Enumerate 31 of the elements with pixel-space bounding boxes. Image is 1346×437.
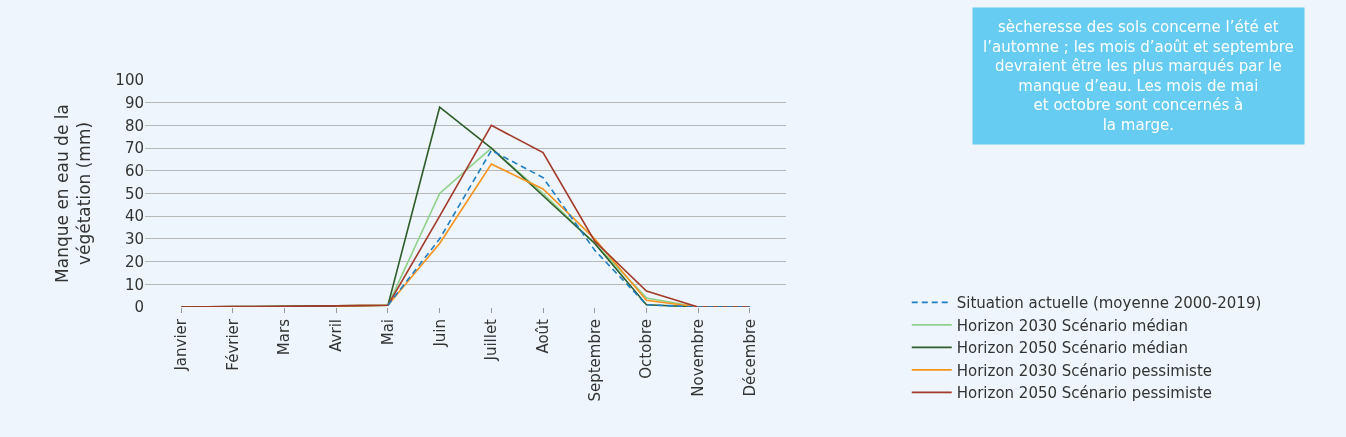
y-tick-label: 70: [124, 139, 144, 158]
y-tick-label: 80: [124, 116, 144, 135]
y-tick-label: 60: [124, 162, 144, 181]
x-tick-label: Mars: [275, 318, 294, 356]
legend-label: Situation actuelle (moyenne 2000-2019): [956, 294, 1262, 313]
x-tick-label: Octobre: [637, 319, 656, 379]
y-tick-label: 100: [115, 71, 144, 90]
x-tick-label: Février: [223, 318, 242, 371]
x-tick-label: Janvier: [172, 318, 191, 372]
x-tick-label: Novembre: [688, 319, 707, 397]
y-tick-label: 0: [134, 298, 144, 317]
x-tick-label: Août: [533, 318, 552, 354]
legend-label: Horizon 2050 Scénario médian: [956, 339, 1189, 358]
line-series: [387, 149, 751, 307]
x-tick-label: Mai: [378, 319, 397, 346]
y-tick-label: 20: [124, 252, 144, 271]
legend-label: Horizon 2030 Scénario pessimiste: [956, 361, 1213, 380]
text: sècheresse des sols concerne l’été et l’automne ; les mois d’août et septembre devraient être les plus marqués par le manque d’eau. Les mois de mai et octobre sont concernés à la marge.: [983, 18, 1294, 134]
x-tick-label: Juillet: [482, 318, 501, 362]
x-tick-label: Décembre: [740, 319, 759, 397]
y-tick-label: 30: [124, 230, 144, 249]
x-tick-label: Avril: [327, 319, 346, 352]
y-tick-label: 40: [124, 207, 144, 226]
x-tick-label: Septembre: [585, 319, 604, 402]
y-axis-title: Manque en eau de la végétation (mm): [51, 104, 94, 283]
legend-label: Horizon 2050 Scénario pessimiste: [956, 384, 1213, 403]
y-tick-label: 90: [124, 93, 144, 112]
legend-label: Horizon 2030 Scénario médian: [956, 316, 1189, 335]
x-tick-label: Juin: [430, 319, 449, 348]
y-tick-label: 50: [124, 184, 144, 203]
y-tick-label: 10: [124, 275, 144, 294]
